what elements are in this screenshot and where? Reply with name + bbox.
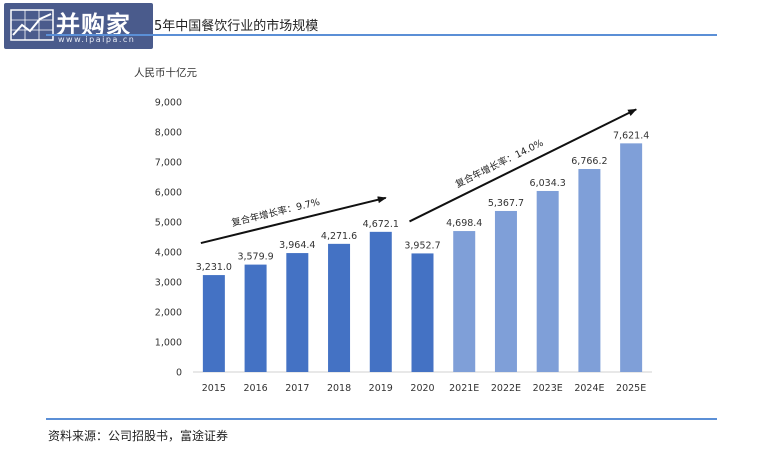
x-tick-label: 2017 bbox=[285, 383, 309, 394]
y-tick-label: 0 bbox=[176, 368, 182, 379]
y-tick-label: 2,000 bbox=[155, 308, 182, 319]
y-tick-label: 3,000 bbox=[155, 278, 182, 289]
bar-value-label: 6,034.3 bbox=[530, 178, 566, 189]
chart-logo-icon bbox=[10, 9, 54, 41]
bar-value-label: 3,231.0 bbox=[196, 262, 232, 273]
x-tick-label: 2015 bbox=[202, 383, 226, 394]
x-tick-label: 2019 bbox=[369, 383, 393, 394]
bar-actual bbox=[328, 243, 351, 372]
y-tick-label: 6,000 bbox=[155, 188, 182, 199]
y-axis-ticks: 0 1,000 2,000 3,000 4,000 5,000 6,000 7,000 8,00… bbox=[155, 98, 182, 379]
x-tick-label: 2023E bbox=[533, 383, 563, 394]
bars bbox=[202, 143, 643, 372]
x-tick-label: 2020 bbox=[410, 383, 434, 394]
page-title: 5年中国餐饮行业的市场规模 bbox=[154, 19, 319, 34]
x-tick-label: 2021E bbox=[449, 383, 479, 394]
x-tick-label: 2016 bbox=[243, 383, 267, 394]
source-note: 资料来源：公司招股书，富途证券 bbox=[48, 429, 229, 443]
bar-forecast bbox=[578, 169, 601, 372]
logo-url: www.ipaipa.cn bbox=[58, 35, 136, 44]
cagr-annotations: 复合年增长率：9.7%复合年增长率：14.0% bbox=[200, 108, 638, 245]
bar-value-label: 3,952.7 bbox=[404, 240, 440, 251]
bar-value-label: 3,964.4 bbox=[279, 240, 315, 251]
cagr-arrow bbox=[409, 108, 638, 223]
y-unit-label: 人民币十亿元 bbox=[134, 66, 197, 79]
bar-value-label: 4,698.4 bbox=[446, 218, 482, 229]
y-tick-label: 8,000 bbox=[155, 128, 182, 139]
bar-forecast bbox=[536, 190, 559, 372]
x-tick-label: 2022E bbox=[491, 383, 521, 394]
y-tick-label: 9,000 bbox=[155, 98, 182, 109]
bar-value-label: 3,579.9 bbox=[237, 252, 273, 263]
bar-value-label: 7,621.4 bbox=[613, 130, 649, 141]
y-tick-label: 7,000 bbox=[155, 158, 182, 169]
x-tick-label: 2024E bbox=[574, 383, 604, 394]
x-axis-ticks: 2015 2016 2017 2018 2019 2020 2021E 2022E 2023E 2… bbox=[202, 383, 646, 394]
bar-value-label: 4,271.6 bbox=[321, 231, 357, 242]
bar-forecast bbox=[453, 231, 476, 372]
bar-actual bbox=[244, 264, 267, 372]
top-divider bbox=[46, 34, 717, 36]
bar-actual bbox=[369, 231, 392, 372]
bar-actual bbox=[202, 275, 225, 372]
bar-actual bbox=[411, 253, 434, 372]
y-tick-label: 5,000 bbox=[155, 218, 182, 229]
x-tick-label: 2018 bbox=[327, 383, 351, 394]
bar-value-label: 5,367.7 bbox=[488, 198, 524, 209]
bar-forecast bbox=[620, 143, 643, 372]
x-tick-label: 2025E bbox=[616, 383, 646, 394]
bottom-divider bbox=[46, 418, 717, 420]
bar-value-label: 4,672.1 bbox=[363, 219, 399, 230]
y-tick-label: 4,000 bbox=[155, 248, 182, 259]
data-labels: 3,231.0 3,579.9 3,964.4 4,271.6 4,672.1 3,952… bbox=[196, 130, 650, 273]
y-tick-label: 1,000 bbox=[155, 338, 182, 349]
bar-value-label: 6,766.2 bbox=[571, 156, 607, 167]
cagr-arrow bbox=[200, 196, 387, 245]
bar-forecast bbox=[494, 210, 517, 372]
bar-actual bbox=[286, 253, 309, 372]
